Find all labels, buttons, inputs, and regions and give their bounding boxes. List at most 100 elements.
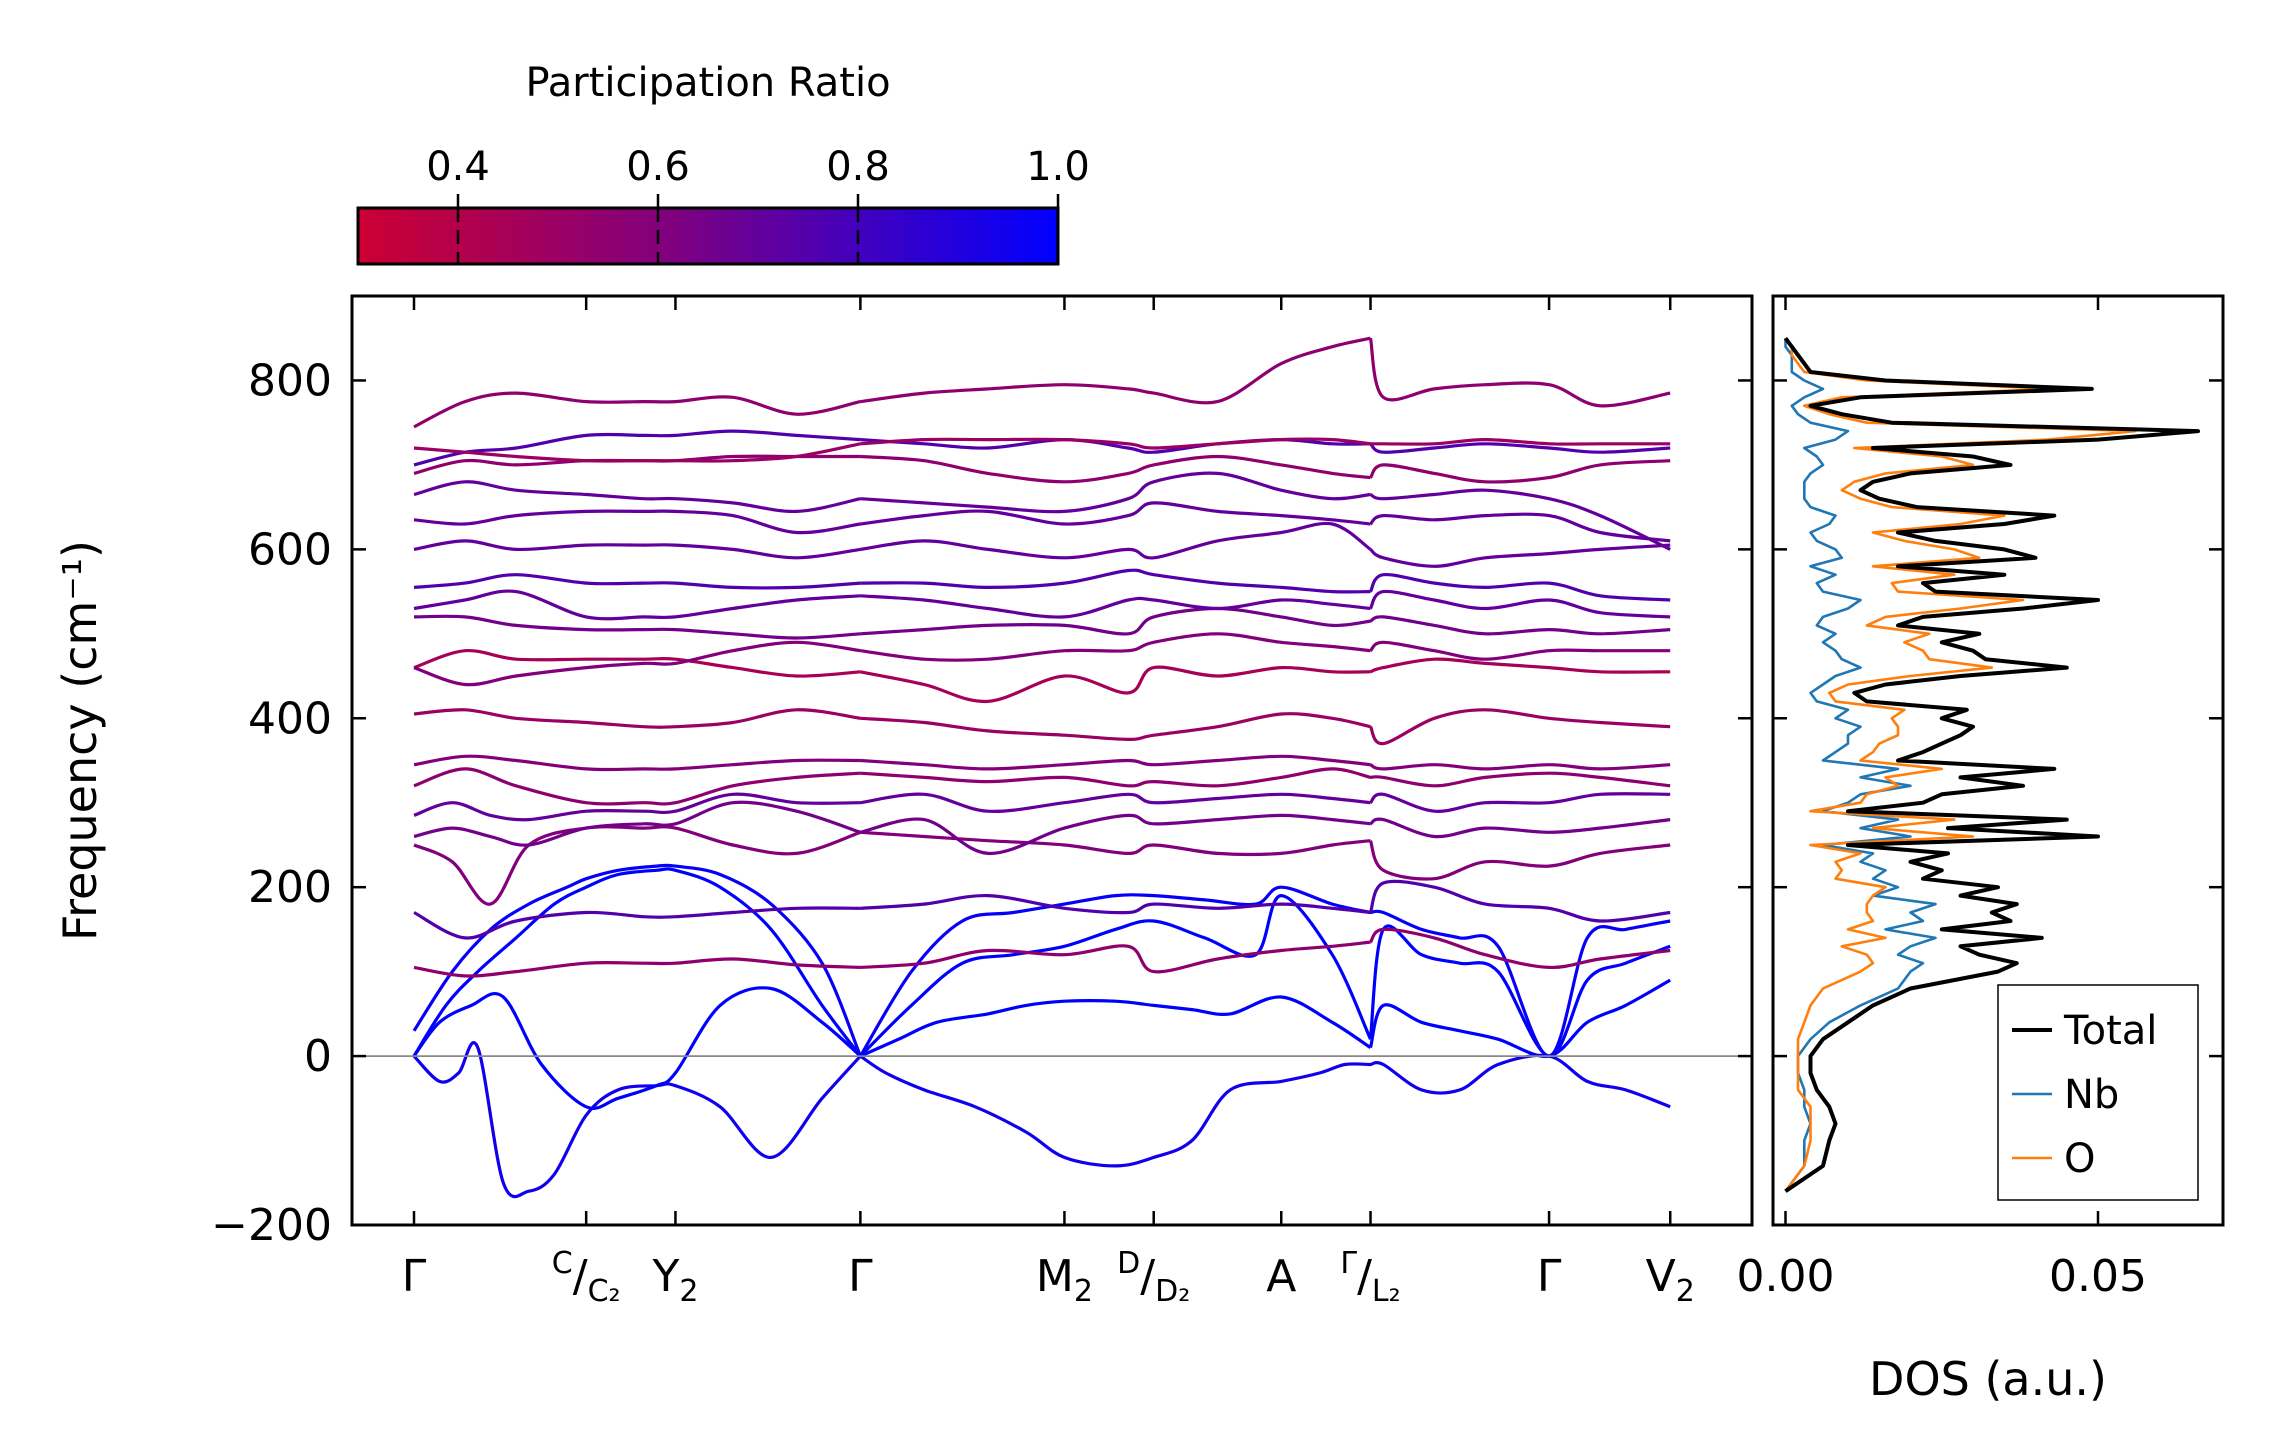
band-optical-20 (1369, 488, 1671, 551)
band-optical-15 (1369, 615, 1671, 636)
band-optical-10 (413, 767, 861, 806)
band-acoustic-3 (1368, 924, 1671, 1058)
high-symmetry-label: Y2 (651, 1251, 698, 1309)
dos-axes-frame (1771, 294, 2225, 1227)
band-optical-20 (413, 480, 861, 514)
band-optical-08 (1369, 817, 1671, 839)
band-optical-08 (413, 800, 861, 847)
y-tick-label: 800 (248, 355, 332, 406)
legend-label-total: Total (2063, 1008, 2157, 1054)
band-optical-09 (1369, 792, 1671, 813)
colorbar-tick-label: 1.0 (1026, 144, 1090, 190)
band-optical-16 (1369, 589, 1671, 619)
dos-x-ticks: 0.00 0.05 (1737, 296, 2147, 1302)
high-symmetry-label: C/C₂ (552, 1246, 621, 1309)
band-optical-19 (860, 501, 1371, 526)
dos-line-nb (1784, 338, 1937, 1192)
band-optical-24 (1368, 337, 1671, 408)
band-optical-06 (860, 893, 1371, 915)
dos-x-axis-label: DOS (a.u.) (1869, 1352, 2107, 1406)
high-symmetry-label: Γ/L₂ (1340, 1246, 1400, 1309)
band-optical-11 (413, 754, 861, 772)
band-optical-16 (860, 594, 1371, 619)
band-optical-19 (1369, 512, 1671, 543)
dos-x-tick-label: 0.05 (2049, 1251, 2147, 1302)
band-optical-14 (860, 632, 1371, 662)
band-optical-13 (1369, 657, 1671, 674)
band-optical-08 (860, 813, 1371, 856)
band-lines (412, 336, 1671, 1199)
high-symmetry-label: Γ (1537, 1251, 1562, 1302)
band-optical-13 (413, 649, 861, 678)
band-optical-12 (1369, 708, 1671, 746)
band-optical-16 (413, 589, 861, 621)
dos-legend: Total Nb O (1997, 984, 2199, 1201)
dos-line-o (1784, 337, 2137, 1192)
band-optical-15 (413, 614, 861, 640)
dos-line-total (1783, 337, 2200, 1193)
dos-x-tick-label: 0.00 (1737, 1251, 1835, 1302)
high-symmetry-label: V2 (1646, 1251, 1695, 1309)
band-optical-11 (1369, 763, 1671, 771)
band-optical-13 (860, 665, 1371, 704)
band-optical-18 (413, 539, 861, 560)
band-acoustic-2 (1368, 978, 1671, 1058)
y-tick-label: 600 (248, 524, 332, 575)
band-optical-23 (1370, 438, 1671, 446)
legend-box (1997, 984, 2199, 1201)
band-optical-24 (413, 391, 861, 429)
band-optical-09 (413, 792, 861, 822)
high-symmetry-label: A (1266, 1251, 1296, 1302)
band-optical-17 (413, 573, 861, 590)
dos-y-ticks (1773, 379, 2223, 1227)
band-acoustic-2 (859, 995, 1372, 1058)
y-tick-label: 400 (248, 693, 332, 744)
participation-ratio-colorbar: Participation Ratio 0.4 0.6 0.8 1.0 (356, 60, 1090, 266)
band-acoustic-3 (859, 894, 1372, 1058)
colorbar-tick-label: 0.4 (426, 144, 490, 190)
y-tick-label: 200 (248, 862, 332, 913)
band-optical-23 (413, 442, 861, 463)
colorbar-ticks: 0.4 0.6 0.8 1.0 (426, 144, 1090, 264)
band-acoustic-4 (1370, 909, 1671, 1058)
band-optical-11 (860, 754, 1371, 771)
high-symmetry-label: Γ (848, 1251, 873, 1302)
high-symmetry-label: Γ (402, 1251, 427, 1302)
band-optical-05 (1369, 927, 1671, 970)
band-optical-21 (860, 454, 1371, 484)
colorbar-gradient (356, 206, 1060, 266)
legend-label-o: O (2064, 1136, 2095, 1182)
band-optical-22 (413, 429, 861, 467)
legend-items: Total Nb O (2012, 1008, 2157, 1182)
band-optical-18 (860, 521, 1372, 560)
y-tick-label: −200 (211, 1200, 332, 1251)
band-optical-12 (860, 712, 1371, 741)
band-optical-19 (413, 509, 861, 535)
band-optical-14 (1369, 640, 1671, 661)
band-optical-15 (860, 606, 1371, 636)
y-axis-label: Frequency (cm⁻¹) (53, 540, 107, 941)
high-symmetry-label: D/D₂ (1117, 1246, 1190, 1309)
band-acoustic-4 (859, 885, 1371, 1057)
band-optical-18 (1369, 543, 1671, 568)
dos-lines (1783, 337, 2200, 1193)
band-optical-17 (1369, 572, 1671, 602)
band-optical-24 (860, 336, 1371, 405)
band-acoustic-1 (412, 1041, 862, 1199)
y-tick-label: 0 (304, 1031, 332, 1082)
band-optical-14 (413, 640, 861, 687)
band-optical-07 (413, 825, 861, 906)
band-optical-06 (413, 906, 861, 940)
band-optical-12 (413, 708, 861, 729)
colorbar-tick-label: 0.6 (626, 144, 690, 190)
high-symmetry-label: M2 (1036, 1251, 1093, 1309)
colorbar-title: Participation Ratio (525, 60, 890, 106)
colorbar-tick-label: 0.8 (826, 144, 890, 190)
band-optical-06 (1368, 879, 1671, 923)
dos-panel: 0.00 0.05 DOS (a.u.) Total Nb O (1737, 294, 2225, 1406)
band-structure-axes-frame (350, 294, 1754, 1227)
band-optical-22 (860, 438, 1371, 454)
legend-label-nb: Nb (2064, 1072, 2119, 1118)
